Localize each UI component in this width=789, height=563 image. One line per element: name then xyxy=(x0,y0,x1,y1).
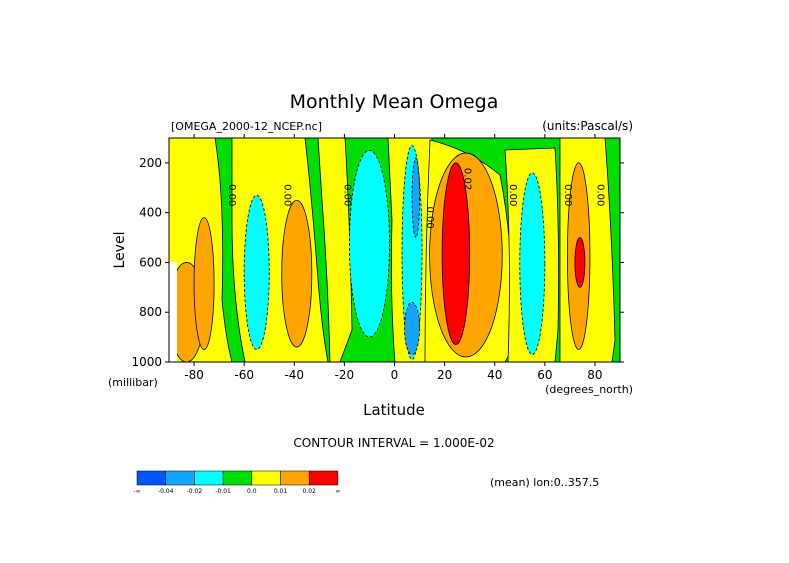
x-tick-label: 20 xyxy=(437,368,452,382)
contour-region-1 xyxy=(193,217,215,350)
contour-label-5: 0.00 xyxy=(507,184,518,206)
x-tick-label: 60 xyxy=(537,368,552,382)
contour-label-3: 0.00 xyxy=(424,207,435,229)
colorbar-swatch-0 xyxy=(136,470,166,486)
y-tick-label: 600 xyxy=(139,255,162,269)
contour-interval: CONTOUR INTERVAL = 1.000E-02 xyxy=(293,436,494,450)
colorbar-label-0: -∞ xyxy=(133,488,140,495)
colorbar-label-4: 0.0 xyxy=(247,488,257,495)
y-tick-label: 400 xyxy=(139,206,162,220)
contour-label-4: 0.02 xyxy=(462,168,473,190)
contour-regions xyxy=(169,145,591,362)
colorbar-swatch-5 xyxy=(280,470,310,486)
y-axis-units: (millibar) xyxy=(108,376,158,389)
colorbar-label-2: -0.02 xyxy=(187,488,203,495)
colorbar-swatch-3 xyxy=(222,470,253,486)
x-axis: -80 -60 -40 -20 0 20 40 60 80 xyxy=(184,134,603,382)
file-label: [OMEGA_2000-12_NCEP.nc] xyxy=(171,120,322,133)
y-axis-label: Level xyxy=(112,232,128,269)
y-tick-label: 1000 xyxy=(131,355,162,369)
units-label: (units:Pascal/s) xyxy=(542,119,633,133)
colorbar-label-6: 0.02 xyxy=(303,488,317,495)
contour-region-2 xyxy=(243,194,270,350)
missing-data-patch xyxy=(169,262,177,362)
colorbar-swatch-4 xyxy=(251,470,281,486)
x-tick-label: -80 xyxy=(184,368,204,382)
colorbar-label-5: 0.01 xyxy=(274,488,288,495)
contour-label-2: 0.00 xyxy=(341,184,352,206)
contour-region-6 xyxy=(411,157,420,238)
mean-note: (mean) lon:0..357.5 xyxy=(490,476,599,489)
contour-region-3 xyxy=(281,199,313,348)
contour-label-0: 0.00 xyxy=(226,184,237,206)
x-axis-units: (degrees_north) xyxy=(545,383,633,396)
colorbar-label-7: ∞ xyxy=(335,488,340,495)
contour-region-9 xyxy=(441,162,471,345)
y-axis: 200 400 600 800 1000 xyxy=(131,156,624,369)
contour-labels: 0.00 0.00 0.00 0.00 0.02 0.00 0.00 0.00 xyxy=(226,168,605,229)
plot-area: 0.00 0.00 0.00 0.00 0.02 0.00 0.00 0.00 xyxy=(169,138,620,362)
color-bar: -∞ -0.04 -0.02 -0.01 0.0 0.01 0.02 ∞ xyxy=(133,470,340,495)
x-tick-label: 40 xyxy=(487,368,502,382)
x-tick-label: -60 xyxy=(234,368,254,382)
contour-region-10 xyxy=(519,172,546,355)
y-tick-label: 800 xyxy=(139,305,162,319)
colorbar-swatch-2 xyxy=(194,470,224,486)
x-tick-label: 0 xyxy=(391,368,399,382)
contour-label-6: 0.00 xyxy=(562,184,573,206)
contour-region-4 xyxy=(349,150,390,338)
colorbar-swatch-6 xyxy=(308,470,339,486)
x-tick-label: -20 xyxy=(335,368,355,382)
y-tick-label: 200 xyxy=(139,156,162,170)
contour-label-7: 0.00 xyxy=(594,184,605,206)
contour-label-1: 0.00 xyxy=(281,184,292,206)
colorbar-label-1: -0.04 xyxy=(158,488,174,495)
x-tick-label: 80 xyxy=(587,368,602,382)
x-axis-label: Latitude xyxy=(363,401,425,419)
band-yellow-south-sub xyxy=(317,138,353,362)
chart-title: Monthly Mean Omega xyxy=(290,91,499,113)
x-tick-label: -40 xyxy=(284,368,304,382)
colorbar-label-3: -0.01 xyxy=(215,488,231,495)
colorbar-swatch-1 xyxy=(165,470,195,486)
contour-region-7 xyxy=(404,301,420,355)
contour-region-12 xyxy=(574,237,586,288)
